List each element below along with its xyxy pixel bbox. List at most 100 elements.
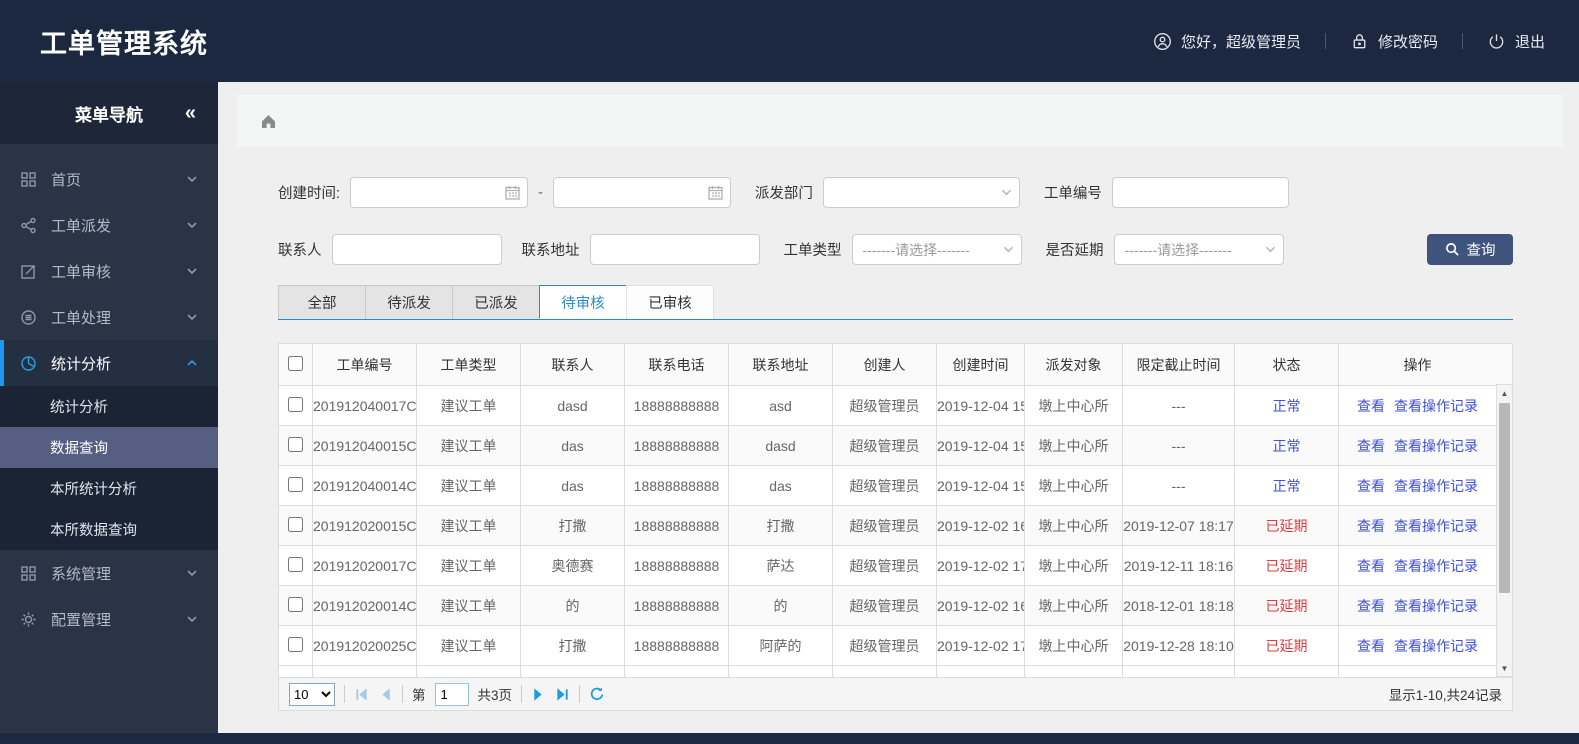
scroll-down-icon[interactable]: ▼ [1500,663,1509,673]
select-all-cell [278,343,313,386]
sidebar: 菜单导航 « 首页 工单派发 [0,82,218,733]
calendar-icon[interactable] [504,184,521,201]
view-link[interactable]: 查看 [1357,437,1385,454]
dispatch-dept-select[interactable] [822,177,1020,208]
column-header: 状态 [1234,343,1339,386]
cell-deadline: --- [1122,465,1235,506]
cell-order-type: 建议工单 [416,425,521,466]
table-header-row: 工单编号 工单类型 联系人 联系电话 联系地址 创建人 创建时间 派发对象 限定… [278,343,1496,386]
order-type-select[interactable]: -------请选择------- [851,234,1022,265]
row-checkbox[interactable] [288,596,303,612]
submenu-item-branch-data-query[interactable]: 本所数据查询 [50,523,137,539]
search-button[interactable]: 查询 [1427,234,1513,265]
delayed-select[interactable]: -------请选择------- [1113,234,1284,265]
tab-dispatched[interactable]: 已派发 [452,285,540,319]
change-password-button[interactable]: 修改密码 [1350,31,1438,52]
view-link[interactable]: 查看 [1357,517,1385,534]
view-log-link[interactable]: 查看操作记录 [1394,437,1478,454]
last-page-icon[interactable] [555,687,570,702]
refresh-icon[interactable] [589,686,605,702]
cell-created-time: 2019-12-04 15 [936,385,1025,426]
page-size-select[interactable]: 10 [289,682,335,706]
user-greeting[interactable]: 您好，超级管理员 [1153,31,1301,52]
logout-button[interactable]: 退出 [1487,31,1545,52]
order-no-input[interactable] [1111,177,1289,208]
change-password-label: 修改密码 [1377,33,1438,51]
cell-order-type: 建议工单 [416,625,521,666]
sidebar-item-label: 工单处理 [51,309,112,327]
created-time-start-input[interactable] [350,177,529,208]
row-checkbox[interactable] [288,636,303,652]
view-log-link[interactable]: 查看操作记录 [1394,397,1478,414]
tab-reviewed[interactable]: 已审核 [626,285,714,319]
cell-order-no: 201912040014C [312,465,417,506]
page-prefix-label: 第 [412,688,426,703]
view-link[interactable]: 查看 [1357,597,1385,614]
cell-contact: das [520,425,625,466]
sidebar-item-system[interactable]: 系统管理 [0,550,218,596]
submenu-item-data-query[interactable]: 数据查询 [0,427,218,468]
scrollbar-track[interactable]: ▲ ▼ [1496,385,1513,677]
table-scrollbar: ▲ ▼ [1496,343,1513,677]
created-time-end-input[interactable] [552,177,731,208]
status-badge: 已延期 [1234,625,1339,666]
cell-actions: 查看 查看操作记录 [1338,625,1496,666]
sidebar-item-review[interactable]: 工单审核 [0,248,218,294]
logout-label: 退出 [1514,33,1545,51]
prev-page-icon[interactable] [378,687,393,702]
home-icon[interactable] [259,112,278,131]
row-checkbox[interactable] [288,396,303,412]
cell-actions: 查看 查看操作记录 [1338,385,1496,426]
view-link[interactable]: 查看 [1357,397,1385,414]
view-log-link[interactable]: 查看操作记录 [1394,517,1478,534]
grid-icon [21,565,36,581]
row-checkbox[interactable] [288,556,303,572]
sidebar-item-dispatch[interactable]: 工单派发 [0,202,218,248]
next-page-icon[interactable] [531,687,546,702]
current-page-input[interactable] [434,682,469,706]
first-page-icon[interactable] [354,687,369,702]
database-icon [21,309,36,325]
contact-input[interactable] [331,234,502,265]
cell-actions: 查看 查看操作记录 [1338,505,1496,546]
sidebar-item-process[interactable]: 工单处理 [0,294,218,340]
view-log-link[interactable]: 查看操作记录 [1394,477,1478,494]
sidebar-item-label: 统计分析 [51,355,112,373]
dispatch-dept-label: 派发部门 [754,186,813,202]
cell-creator: 超级管理员 [832,585,937,626]
cell-order-type: 建议工单 [416,505,521,546]
cell-actions: 查看 查看操作记录 [1338,425,1496,466]
view-link[interactable]: 查看 [1357,477,1385,494]
submenu-item-branch-statistics[interactable]: 本所统计分析 [50,482,137,498]
sidebar-item-home[interactable]: 首页 [0,156,218,202]
row-checkbox[interactable] [288,476,303,492]
edit-icon [21,264,36,279]
scrollbar-thumb[interactable] [1499,403,1510,593]
cell-address: 萨达 [728,545,833,586]
select-all-checkbox[interactable] [288,355,303,371]
view-link[interactable]: 查看 [1357,557,1385,574]
sidebar-item-statistics[interactable]: 统计分析 [0,340,218,386]
cell-deadline: 2019-12-28 18:10 [1122,625,1235,666]
view-log-link[interactable]: 查看操作记录 [1394,557,1478,574]
sidebar-item-config[interactable]: 配置管理 [0,596,218,642]
row-checkbox[interactable] [288,676,303,677]
view-link[interactable]: 查看 [1357,637,1385,654]
sidebar-title: 菜单导航 [75,105,143,125]
tab-pending-review[interactable]: 待审核 [539,285,627,319]
header-divider [1324,33,1326,49]
tab-all[interactable]: 全部 [278,285,366,319]
row-checkbox[interactable] [288,436,303,452]
calendar-icon[interactable] [707,184,724,201]
row-checkbox[interactable] [288,516,303,532]
address-input[interactable] [589,234,760,265]
view-log-link[interactable]: 查看操作记录 [1394,597,1478,614]
column-header: 创建时间 [936,343,1025,386]
cell-contact: 奥德赛 [520,545,625,586]
submenu-item-statistics[interactable]: 统计分析 [50,400,108,416]
scroll-up-icon[interactable]: ▲ [1500,388,1509,398]
tab-pending-dispatch[interactable]: 待派发 [365,285,453,319]
view-log-link[interactable]: 查看操作记录 [1394,637,1478,654]
table-row: 201912040017C 建议工单 dasd 18888888888 asd … [278,385,1496,426]
collapse-sidebar-icon[interactable]: « [184,101,196,124]
